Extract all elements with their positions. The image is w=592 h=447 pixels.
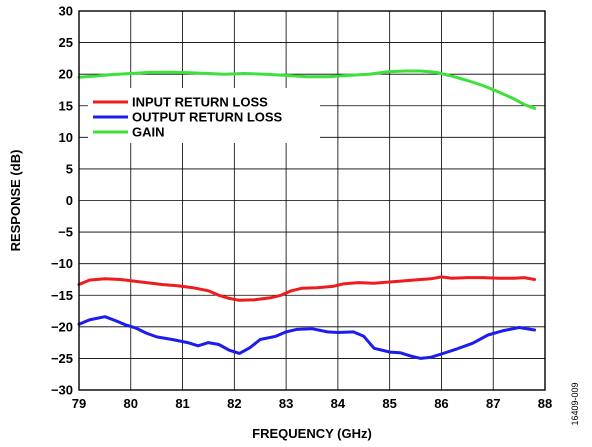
legend-label: OUTPUT RETURN LOSS [132, 110, 283, 125]
x-tick-label: 80 [124, 396, 138, 411]
y-tick-label: 15 [59, 98, 73, 113]
y-tick-label: 25 [59, 35, 73, 50]
x-tick-label: 86 [434, 396, 448, 411]
x-tick-label: 79 [72, 396, 86, 411]
y-tick-label: −5 [58, 225, 73, 240]
series-lines [77, 69, 537, 360]
y-tick-label: −15 [51, 288, 73, 303]
y-axis-title: RESPONSE (dB) [8, 150, 23, 252]
x-tick-label: 81 [175, 396, 189, 411]
x-tick-label: 82 [227, 396, 241, 411]
y-tick-label: 5 [66, 161, 73, 176]
series-line-gain [77, 69, 537, 110]
series-line-output-return-loss [77, 315, 537, 360]
y-tick-label: −10 [51, 256, 73, 271]
x-axis-title: FREQUENCY (GHz) [252, 426, 372, 441]
tick-labels: 79 80 81 82 83 84 85 86 87 88 30 25 20 15 10 5 0 −5 −10 −15… [51, 4, 552, 412]
x-tick-label: 83 [279, 396, 293, 411]
y-tick-label: 0 [66, 193, 73, 208]
x-tick-label: 84 [331, 396, 346, 411]
series-line-input-return-loss [77, 275, 537, 302]
y-tick-label: 10 [59, 130, 73, 145]
plot-frame [78, 10, 546, 391]
figure-id: 16409-009 [570, 382, 580, 425]
y-tick-label: 30 [59, 4, 73, 19]
y-tick-label: −20 [51, 319, 73, 334]
x-tick-label: 88 [538, 396, 552, 411]
legend-label: GAIN [132, 125, 165, 140]
y-tick-label: −30 [51, 383, 73, 398]
x-tick-label: 85 [382, 396, 396, 411]
y-tick-label: 20 [59, 67, 73, 82]
x-tick-label: 87 [486, 396, 500, 411]
legend-label: INPUT RETURN LOSS [132, 95, 268, 110]
y-tick-label: −25 [51, 351, 73, 366]
